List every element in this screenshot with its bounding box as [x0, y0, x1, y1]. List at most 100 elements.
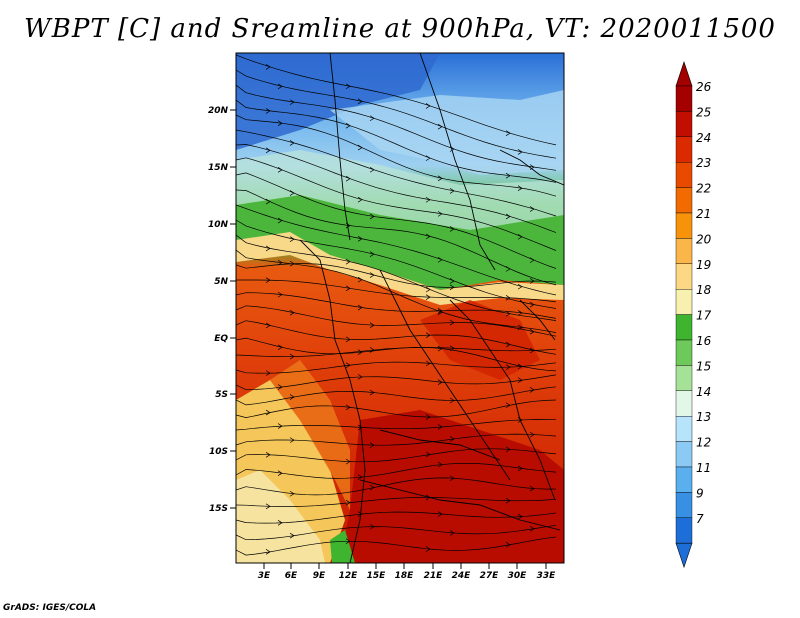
streamline-arrow	[449, 475, 455, 482]
colorbar-level-label: 18	[696, 283, 712, 297]
streamline-arrow	[449, 397, 455, 404]
streamline	[236, 497, 557, 507]
streamline-arrow	[425, 155, 431, 161]
lon-label: 9E	[313, 571, 326, 581]
streamline	[236, 129, 557, 217]
streamline-arrow	[277, 167, 283, 173]
streamline-arrow	[357, 424, 363, 431]
streamline-arrow	[277, 217, 283, 224]
colorbar-level-label: 24	[696, 131, 711, 145]
streamline-arrow	[437, 309, 443, 315]
lon-label: 30E	[508, 571, 528, 581]
streamline	[236, 144, 557, 233]
lat-label: 5N	[214, 277, 228, 287]
streamline-arrow	[265, 503, 271, 510]
streamline-arrow	[425, 286, 431, 293]
streamline	[236, 114, 557, 197]
map-title: WBPT [C] and Sreamline at 900hPa, VT: 20…	[24, 14, 776, 44]
streamline-arrow	[265, 322, 271, 329]
streamline-arrow	[517, 324, 523, 331]
streamline-arrow	[277, 384, 283, 390]
streamline-arrow	[425, 103, 431, 109]
streamline-arrow	[505, 402, 511, 409]
streamline	[236, 433, 557, 446]
streamline-arrow	[357, 235, 363, 242]
colorbar-cell	[675, 136, 693, 163]
streamline-arrow	[505, 130, 511, 136]
lon-label: 33E	[537, 571, 557, 581]
lon-label: 21E	[424, 571, 444, 581]
streamline-arrow	[345, 258, 351, 265]
streamline-arrow	[265, 370, 271, 376]
lon-label: 18E	[395, 571, 415, 581]
streamline-arrow	[277, 120, 283, 127]
streamline	[236, 448, 557, 463]
streamline-arrow	[345, 336, 351, 343]
streamline-arrow	[517, 149, 523, 155]
streamline-arrow	[529, 206, 535, 212]
streamline-arrow	[289, 353, 295, 360]
streamline-arrow	[277, 470, 283, 477]
streamline-arrow	[265, 549, 271, 555]
streamline-arrow	[289, 490, 295, 497]
streamline	[236, 263, 557, 288]
lon-label: 12E	[339, 571, 359, 581]
colorbar-cell	[675, 187, 693, 214]
latitude-axis: 20N 15N 10N 5N EQ 5S 10S 15S	[208, 106, 236, 514]
streamline-arrow	[345, 458, 351, 465]
streamline	[236, 234, 557, 321]
lon-label: 15E	[367, 571, 387, 581]
streamline	[236, 419, 557, 431]
streamlines	[236, 54, 557, 556]
streamline-arrow	[345, 362, 351, 368]
streamline-arrow	[357, 196, 363, 203]
streamline-arrow	[437, 379, 443, 385]
streamline-arrow	[529, 431, 535, 438]
streamline-arrow	[345, 538, 351, 544]
lat-label: 10S	[209, 447, 228, 457]
streamline-arrow	[529, 328, 535, 335]
streamline-arrow	[369, 166, 375, 173]
colorbar-cell	[675, 111, 693, 138]
streamline-arrow	[345, 404, 351, 411]
colorbar-level-label: 17	[696, 309, 712, 323]
streamline-arrow	[505, 310, 511, 317]
streamline-arrow	[529, 347, 535, 354]
colorbar-cell	[675, 492, 693, 518]
streamline	[236, 99, 557, 183]
longitude-axis: 3E 6E 9E 12E 15E 18E 21E 24E 27E 30E 33E	[258, 563, 556, 581]
streamline-arrow	[345, 122, 351, 129]
streamline-arrow	[369, 347, 375, 353]
colorbar-cell	[675, 238, 693, 264]
lat-label: 20N	[208, 106, 229, 116]
streamline	[236, 524, 557, 541]
streamline-arrow	[437, 123, 443, 130]
streamline-arrow	[529, 278, 535, 284]
streamline-arrow	[277, 291, 283, 298]
colorbar-cell	[675, 263, 693, 290]
lat-label: EQ	[214, 334, 228, 344]
streamline-arrow	[289, 260, 295, 267]
colorbar-cell	[675, 212, 693, 239]
lon-label: 3E	[258, 571, 271, 581]
streamline-arrow	[449, 278, 455, 284]
streamline-arrow	[357, 304, 363, 311]
streamline-arrow	[505, 497, 511, 504]
colorbar-level-label: 22	[696, 182, 711, 196]
streamline	[236, 219, 557, 309]
streamline-arrow	[369, 322, 375, 328]
streamline-arrow	[425, 546, 431, 552]
streamline	[236, 69, 557, 159]
streamline-arrow	[505, 541, 511, 548]
streamline-arrow	[437, 461, 443, 468]
streamline-arrow	[289, 437, 295, 443]
streamline-arrow	[449, 436, 455, 442]
colorbar-cell	[675, 416, 693, 442]
streamline-arrow	[425, 233, 431, 240]
streamline-arrow	[357, 374, 363, 380]
streamline-arrow	[357, 349, 363, 355]
colorbar-cell	[675, 85, 693, 112]
colorbar-cell	[675, 161, 693, 188]
streamline-arrow	[505, 213, 511, 220]
streamline-arrow	[529, 257, 535, 263]
